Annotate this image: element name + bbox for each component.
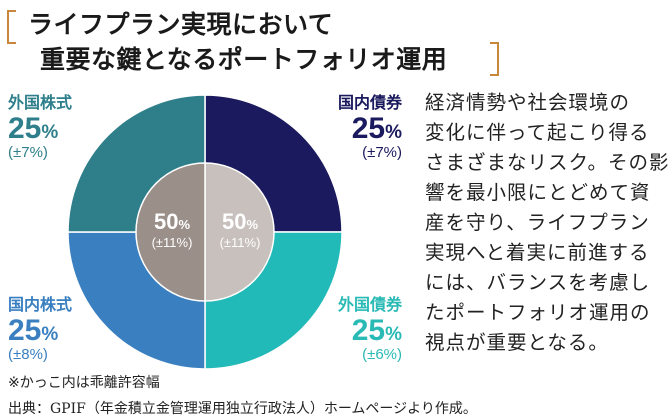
segment-name: 国内債券 (337, 93, 402, 112)
body-line: さまざまなリスク。その影 (425, 151, 670, 174)
segment-tolerance: (±7%) (362, 144, 402, 161)
segment-tolerance: (±7%) (8, 144, 48, 161)
segment-tolerance: (±8%) (8, 346, 48, 363)
segment-name: 外国債券 (337, 295, 402, 314)
label-foreign-stocks: 外国株式 25% (±7%) (8, 93, 73, 161)
slice-stocks-total (135, 162, 206, 302)
body-line: 変化に伴って起こり得る (425, 121, 650, 144)
title-bracket-open (7, 10, 16, 44)
body-line: には、バランスを考慮し (425, 271, 651, 294)
body-line: 実現へと着実に前進する (425, 241, 650, 264)
body-line: たポートフォリオ運用の (425, 301, 651, 324)
segment-percent: 25% (351, 314, 402, 347)
title-line-1: ライフプラン実現において (28, 10, 334, 39)
body-line: 響を最小限にとどめて資 (425, 181, 651, 204)
body-text: 経済情勢や社会環境の 変化に伴って起こり得る さまざまなリスク。その影 響を最小… (425, 88, 670, 358)
segment-name: 国内株式 (8, 295, 73, 314)
segment-percent: 25% (351, 112, 402, 145)
segment-percent: 25% (8, 112, 59, 145)
body-line: 産を守り、ライフプラン (425, 211, 650, 234)
segment-tolerance: (±6%) (362, 346, 402, 363)
slice-bonds-total (204, 162, 275, 302)
inner-label-stocks: 50% (±11%) (151, 209, 193, 250)
body-line: 経済情勢や社会環境の (425, 91, 631, 114)
label-foreign-bonds: 外国債券 25% (±6%) (337, 295, 402, 363)
title-line-2: 重要な鍵となるポートフォリオ運用 (40, 45, 448, 74)
tolerance-note: ※かっこ内は乖離許容幅 (8, 375, 160, 391)
segment-percent: 25% (8, 314, 59, 347)
label-domestic-bonds: 国内債券 25% (±7%) (337, 93, 402, 161)
label-domestic-stocks: 国内株式 25% (±8%) (8, 295, 73, 363)
source-note: 出典：GPIF（年金積立金管理運用独立行政法人）ホームページより作成。 (8, 401, 477, 417)
body-line: 視点が重要となる。 (425, 331, 609, 354)
title-bracket-close (490, 42, 499, 76)
segment-name: 外国株式 (8, 93, 73, 112)
inner-label-bonds: 50% (±11%) (219, 209, 261, 250)
